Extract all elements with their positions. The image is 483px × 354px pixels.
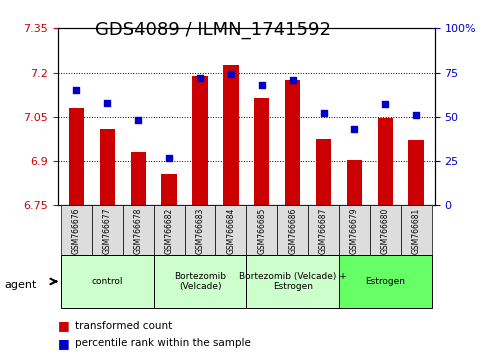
Text: Bortezomib (Velcade) +
Estrogen: Bortezomib (Velcade) + Estrogen [239,272,346,291]
FancyBboxPatch shape [308,205,339,255]
Bar [130,152,146,205]
Bar [285,80,300,205]
FancyBboxPatch shape [92,205,123,255]
FancyBboxPatch shape [277,205,308,255]
Text: GSM766684: GSM766684 [227,208,235,254]
Point [320,110,327,116]
Bar [99,129,115,205]
Bar [223,65,239,205]
Point [289,77,297,82]
FancyBboxPatch shape [185,205,215,255]
Bar [316,139,331,205]
Point [165,155,173,160]
Text: GSM766681: GSM766681 [412,208,421,254]
Text: GSM766686: GSM766686 [288,208,297,254]
Bar [192,75,208,205]
Text: GSM766680: GSM766680 [381,208,390,254]
FancyBboxPatch shape [370,205,401,255]
Text: Bortezomib
(Velcade): Bortezomib (Velcade) [174,272,226,291]
FancyBboxPatch shape [215,205,246,255]
Point [258,82,266,88]
FancyBboxPatch shape [339,205,370,255]
FancyBboxPatch shape [61,255,154,308]
Bar [69,108,84,205]
Bar [378,118,393,205]
Text: ■: ■ [58,319,70,332]
FancyBboxPatch shape [61,205,92,255]
FancyBboxPatch shape [401,205,432,255]
Text: GSM766678: GSM766678 [134,208,143,254]
FancyBboxPatch shape [154,205,185,255]
Text: GSM766676: GSM766676 [72,208,81,254]
Bar [161,175,177,205]
Text: GSM766682: GSM766682 [165,208,173,254]
Bar [409,141,424,205]
Bar [347,160,362,205]
FancyBboxPatch shape [246,255,339,308]
FancyBboxPatch shape [339,255,432,308]
Point [134,118,142,123]
Text: transformed count: transformed count [75,321,172,331]
Text: control: control [92,277,123,286]
Text: Estrogen: Estrogen [365,277,405,286]
FancyBboxPatch shape [154,255,246,308]
Point [351,126,358,132]
FancyBboxPatch shape [123,205,154,255]
Point [227,72,235,77]
Text: GSM766677: GSM766677 [103,208,112,254]
Text: GSM766679: GSM766679 [350,208,359,254]
Text: ■: ■ [58,337,70,350]
Point [382,102,389,107]
Point [196,75,204,81]
Text: GSM766685: GSM766685 [257,208,266,254]
Point [412,112,420,118]
Text: GSM766687: GSM766687 [319,208,328,254]
Bar [254,98,270,205]
Point [72,87,80,93]
Text: GSM766683: GSM766683 [196,208,204,254]
Point [103,100,111,105]
FancyBboxPatch shape [246,205,277,255]
Text: agent: agent [5,280,37,290]
Text: percentile rank within the sample: percentile rank within the sample [75,338,251,348]
Text: GDS4089 / ILMN_1741592: GDS4089 / ILMN_1741592 [95,21,330,39]
